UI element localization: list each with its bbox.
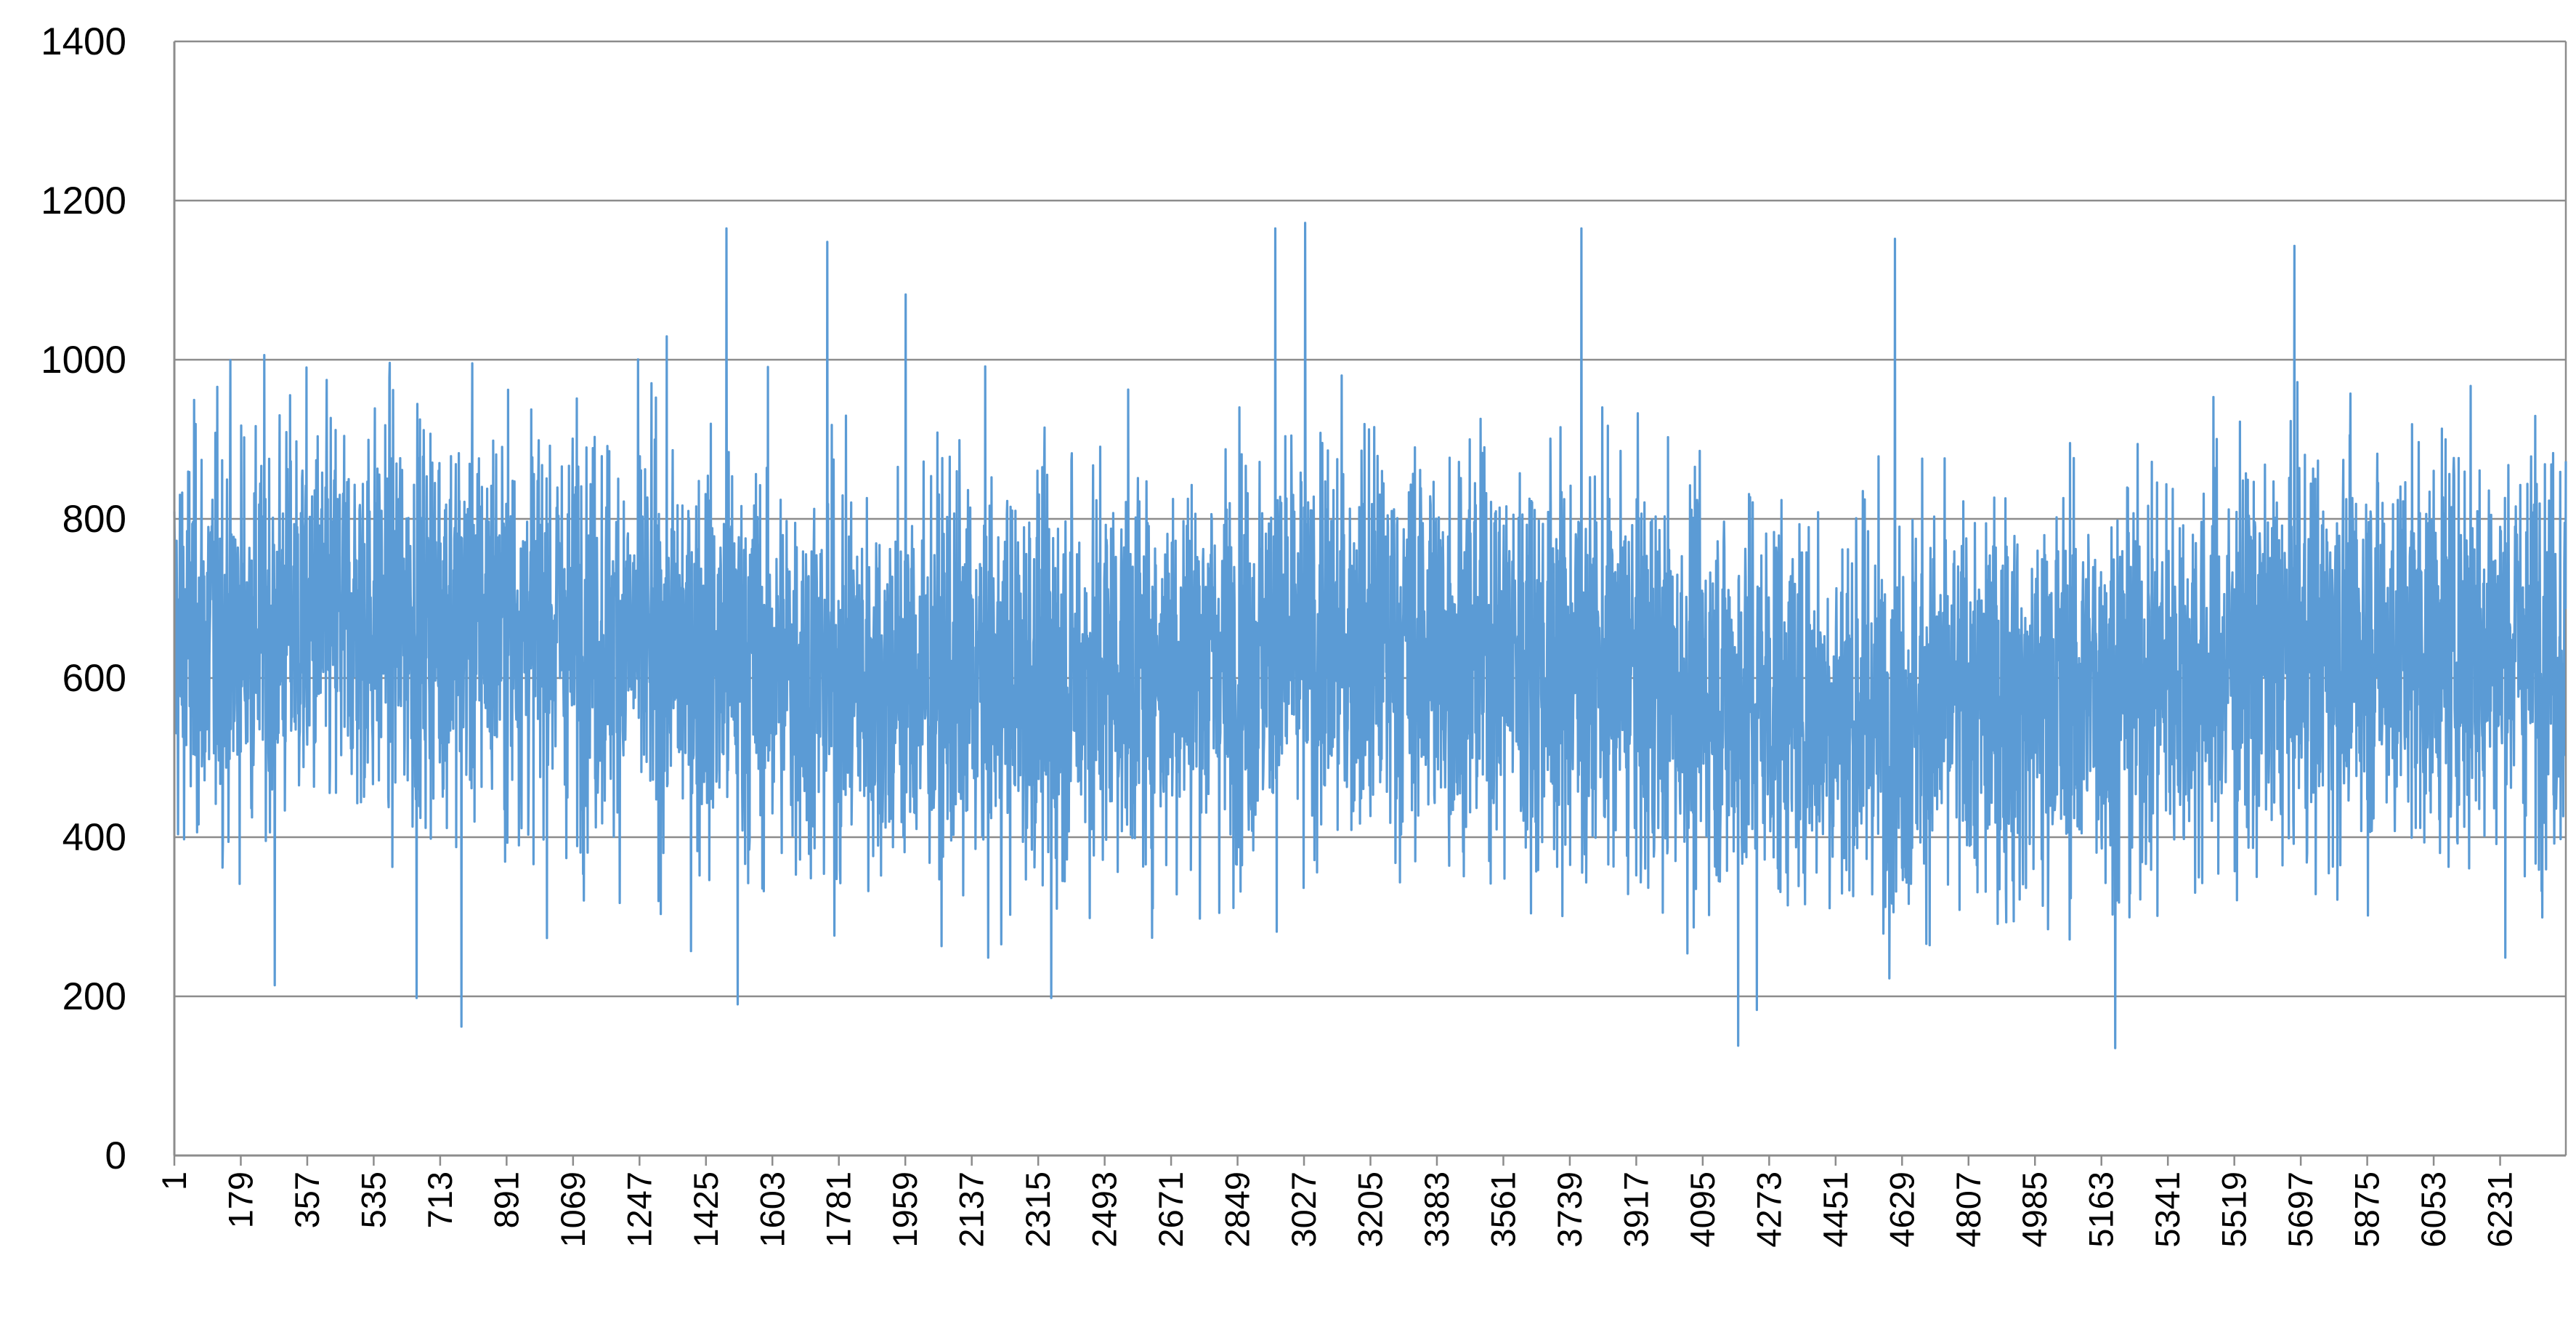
x-tick-label: 5163: [2082, 1171, 2121, 1248]
x-tick-label: 3027: [1284, 1171, 1323, 1248]
y-tick-label: 600: [62, 657, 126, 700]
x-tick-label: 5519: [2215, 1171, 2253, 1248]
x-tick-label: 6231: [2481, 1171, 2519, 1248]
x-tick-label: 2137: [952, 1171, 991, 1248]
x-tick-label: 4807: [1949, 1171, 1988, 1248]
x-tick-label: 891: [487, 1171, 525, 1228]
x-tick-label: 1603: [753, 1171, 791, 1248]
y-axis-tick-labels: 0 200 400 600 800 1000 1200 1400: [41, 20, 126, 1177]
x-tick-label: 4095: [1683, 1171, 1722, 1248]
x-tick-label: 179: [222, 1171, 260, 1228]
x-tick-label: 3917: [1616, 1171, 1655, 1248]
y-tick-label: 800: [62, 498, 126, 541]
x-tick-label: 1247: [620, 1171, 658, 1248]
x-tick-label: 5875: [2348, 1171, 2386, 1248]
x-tick-label: 6053: [2414, 1171, 2453, 1248]
x-tick-label: 4629: [1882, 1171, 1921, 1248]
y-tick-label: 0: [105, 1134, 126, 1177]
x-tick-label: 4273: [1749, 1171, 1788, 1248]
series-line: [173, 222, 2567, 1049]
y-tick-label: 1200: [41, 180, 126, 222]
y-tick-label: 1400: [41, 20, 126, 63]
x-tick-label: 535: [354, 1171, 392, 1228]
x-tick-label: 3739: [1550, 1171, 1589, 1248]
x-tick-label: 2849: [1218, 1171, 1257, 1248]
x-tick-label: 713: [421, 1171, 459, 1228]
x-tick-label: 5341: [2148, 1171, 2187, 1248]
x-tick-label: 2315: [1018, 1171, 1057, 1248]
x-axis-tick-labels: 1 179 357 535 713 891 1069 1247 1425 1603 1781 1959…: [155, 1155, 2519, 1248]
y-tick-label: 200: [62, 975, 126, 1018]
y-tick-label: 400: [62, 816, 126, 859]
x-tick-label: 5697: [2281, 1171, 2320, 1248]
x-tick-label: 2493: [1085, 1171, 1124, 1248]
x-tick-label: 1959: [886, 1171, 924, 1248]
x-tick-label: 357: [288, 1171, 326, 1228]
x-tick-label: 2671: [1151, 1171, 1190, 1248]
x-tick-label: 3383: [1417, 1171, 1456, 1248]
x-tick-label: 1425: [686, 1171, 725, 1248]
x-tick-label: 4451: [1816, 1171, 1855, 1248]
x-tick-label: 1: [155, 1171, 193, 1190]
y-tick-label: 1000: [41, 339, 126, 382]
x-tick-label: 3561: [1484, 1171, 1523, 1248]
series-layer: [173, 222, 2567, 1049]
x-tick-label: 3205: [1351, 1171, 1390, 1248]
x-tick-label: 1781: [819, 1171, 858, 1248]
x-tick-label: 4985: [2015, 1171, 2054, 1248]
x-tick-label: 1069: [554, 1171, 592, 1248]
